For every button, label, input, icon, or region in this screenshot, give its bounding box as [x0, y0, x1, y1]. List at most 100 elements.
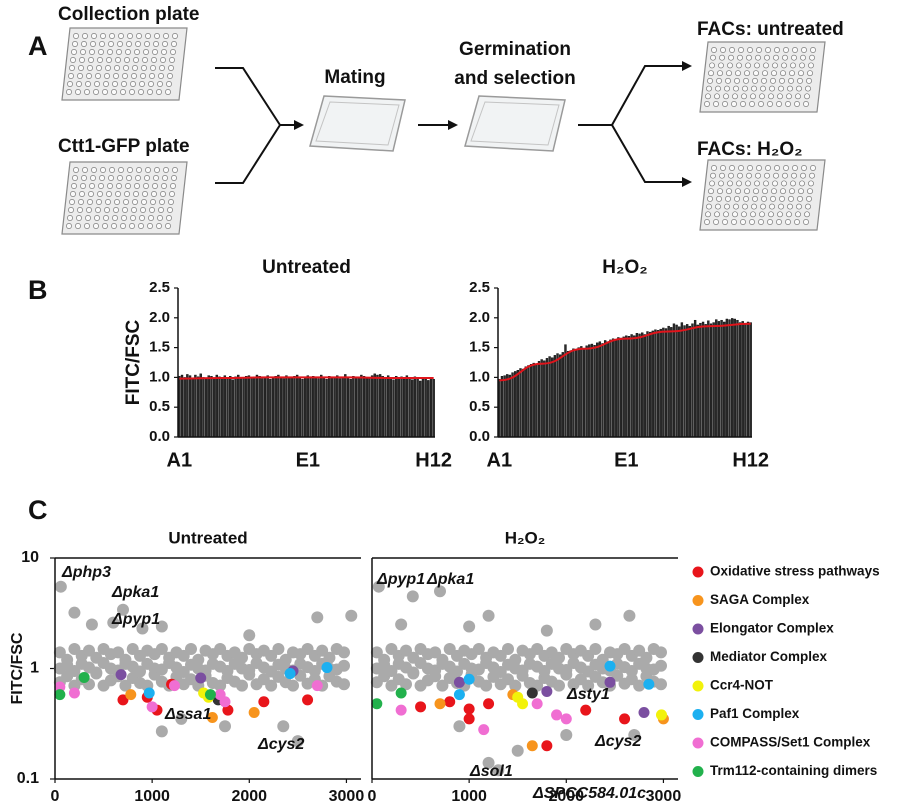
bar [183, 377, 186, 438]
bar [635, 333, 639, 438]
well [722, 219, 728, 225]
legend-label: Elongator Complex [710, 621, 834, 636]
well [144, 41, 150, 47]
bar [322, 376, 326, 438]
background-point [509, 679, 522, 692]
highlight-point [604, 660, 616, 672]
well [799, 180, 805, 187]
well [710, 54, 716, 61]
well [116, 49, 122, 55]
bar [368, 377, 371, 438]
well [134, 49, 140, 55]
highlight-point [655, 709, 667, 721]
well [807, 70, 813, 77]
well [86, 73, 92, 79]
well [740, 101, 746, 107]
bar [250, 377, 253, 438]
y-tick-label: 1.5 [149, 339, 170, 356]
well [99, 41, 105, 47]
background-point [560, 729, 573, 742]
bar [741, 321, 744, 438]
well [706, 85, 712, 92]
well [95, 73, 101, 79]
bar [266, 375, 269, 438]
x-tick-label: 0 [51, 788, 60, 805]
well [84, 89, 90, 95]
legend-label: COMPASS/Set1 Complex [710, 735, 871, 750]
well [738, 47, 744, 53]
well [131, 207, 137, 213]
highlight-point [302, 694, 314, 706]
bar [500, 376, 504, 438]
well [106, 57, 112, 63]
bar [186, 374, 189, 438]
annotation: Δssa1 [164, 706, 211, 723]
annotation: Δcys2 [594, 733, 641, 750]
y-tick-label: 1.0 [149, 368, 170, 385]
well [786, 211, 792, 218]
well [78, 199, 84, 205]
illustrations [61, 27, 826, 235]
well [72, 41, 78, 47]
bar [614, 339, 617, 438]
well [107, 183, 113, 189]
well [93, 223, 99, 229]
petri-dish [309, 95, 406, 152]
bar [215, 374, 219, 438]
bar [699, 322, 702, 438]
bar [231, 379, 235, 438]
bar [394, 376, 398, 438]
bar [720, 319, 723, 438]
well [750, 93, 756, 100]
highlight-point [146, 701, 158, 713]
highlight-point [168, 680, 180, 692]
well [711, 47, 717, 53]
well [149, 73, 155, 79]
bar [593, 345, 596, 438]
bar [686, 324, 689, 438]
well [753, 70, 759, 77]
well [744, 188, 750, 195]
well [704, 101, 710, 107]
well [711, 165, 717, 171]
well [136, 33, 142, 39]
bar [295, 374, 299, 438]
well [69, 65, 75, 71]
well [153, 175, 159, 181]
legend-swatch [692, 680, 704, 692]
petri-dish [464, 95, 566, 152]
well [770, 195, 776, 202]
bar [400, 376, 403, 438]
panel-label: C [28, 495, 48, 525]
well [743, 195, 749, 202]
well [124, 57, 130, 63]
bar [376, 374, 379, 438]
well [763, 62, 769, 69]
bar [548, 356, 551, 438]
arrow [611, 124, 692, 187]
background-point [633, 679, 646, 692]
well [713, 101, 719, 107]
legend-label: Paf1 Complex [710, 706, 800, 721]
well [709, 62, 715, 69]
panel-label: B [28, 275, 48, 305]
well [107, 49, 113, 55]
bar [279, 377, 283, 438]
background-point [553, 679, 565, 692]
well [160, 191, 166, 197]
bar [521, 368, 525, 438]
well [149, 207, 155, 213]
well [704, 219, 710, 225]
well [736, 62, 742, 69]
well [731, 219, 737, 225]
bar [212, 377, 216, 438]
bar [253, 376, 256, 438]
bar [606, 341, 609, 438]
well [108, 175, 114, 181]
well [111, 223, 117, 229]
bar [678, 326, 681, 438]
well [780, 70, 786, 77]
background-point [434, 585, 446, 598]
annotation: ΔSPCC584.01c [532, 785, 646, 802]
well [727, 62, 733, 69]
